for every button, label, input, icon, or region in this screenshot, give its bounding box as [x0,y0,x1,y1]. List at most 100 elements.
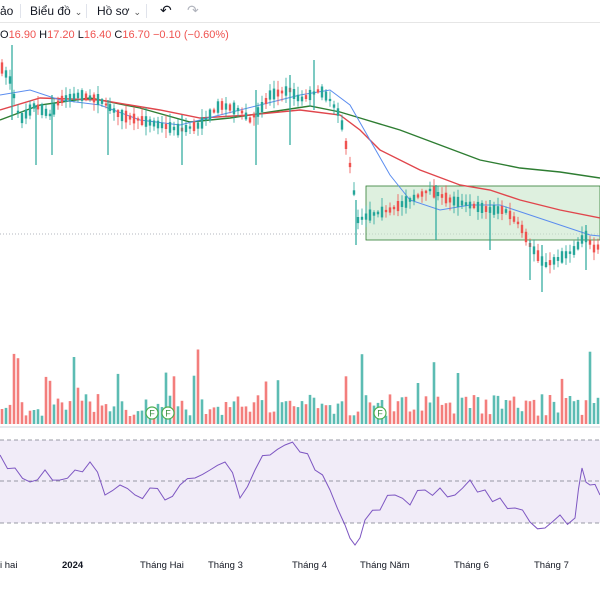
candle-body [224,103,228,110]
candle-body [56,100,60,106]
candle-body [44,108,48,116]
toolbar-first-item[interactable]: ảo [0,4,14,18]
candle-body [36,104,40,110]
volume-bar [384,415,388,424]
candle-body [516,221,520,225]
candle-body [128,115,132,120]
candle-body [476,201,480,212]
candle-body [424,190,428,194]
volume-bar [224,402,228,424]
dividend-marker-label: F [165,409,171,419]
volume-bar [564,398,568,424]
candle-body [284,86,288,96]
candle-body [572,246,576,255]
volume-bar [112,406,116,424]
volume-bar [92,411,96,424]
candle-body [252,114,256,118]
x-axis-tick-label: Tháng Hai [140,560,184,571]
candle-body [172,126,176,131]
candle-body [408,198,412,202]
candle-body [108,104,112,111]
candle-body [272,88,276,100]
volume-bar [184,409,188,424]
candle-body [344,140,348,149]
candle-body [116,110,120,117]
volume-bar [460,397,464,424]
candle-body [24,109,28,119]
volume-bar [416,383,420,424]
candle-body [536,250,540,261]
candle-body [504,209,508,213]
volume-bar [352,415,356,424]
profile-menu-button[interactable]: Hồ sơ ⌄ [97,3,141,19]
candle-body [412,194,416,202]
volume-bar [320,403,324,424]
candle-body [324,91,328,101]
candle-body [136,118,140,121]
candle-body [152,120,156,127]
volume-bar [16,358,20,424]
chart-menu-button[interactable]: Biểu đồ ⌄ [30,3,82,19]
candle-body [160,122,164,129]
candle-body [352,190,356,195]
volume-bar [360,354,364,424]
candle-body [232,102,236,115]
volume-bar [544,415,548,424]
candle-body [428,188,432,192]
volume-bar [572,401,576,424]
candle-body [372,212,376,216]
candle-body [332,104,336,108]
candle-body [588,240,592,245]
volume-bar [448,402,452,424]
toolbar-divider [86,4,87,18]
volume-bar [104,404,108,424]
redo-icon[interactable]: ↷ [187,2,199,18]
volume-bar [496,395,500,424]
candle-body [76,92,80,99]
candle-body [452,196,456,206]
volume-bar [240,406,244,424]
candle-body [544,262,548,267]
volume-bar [200,399,204,424]
volume-bar [364,395,368,424]
candle-body [400,201,404,207]
candle-body [432,186,436,198]
volume-bar [440,404,444,424]
candle-body [100,99,104,104]
candle-body [500,206,504,214]
candle-body [380,206,384,218]
volume-bar [512,396,516,424]
candle-body [164,123,168,129]
volume-bar [540,394,544,424]
dividend-marker [161,406,175,420]
candle-body [520,224,524,234]
toolbar-divider [146,4,147,18]
volume-bar [576,399,580,424]
candle-body [48,113,52,117]
x-axis-tick-label: 2024 [62,560,84,571]
dividend-marker [373,406,387,420]
candle-body [348,162,352,168]
change-value: −0.10 (−0.60%) [152,29,229,41]
candle-body [360,216,364,220]
volume-bar [520,411,524,424]
volume-bar [64,409,68,424]
volume-bar [468,408,472,424]
volume-bar [408,411,412,424]
volume-bar [292,406,296,424]
volume-bar [44,376,48,424]
candle-body [320,86,324,98]
volume-bar [136,411,140,424]
candle-body [368,209,372,221]
volume-bar [20,402,24,424]
volume-bar [264,381,268,424]
candle-body [576,241,580,250]
undo-icon[interactable]: ↶ [160,2,172,18]
volume-bar [504,400,508,424]
volume-bar [252,402,256,424]
volume-bar [464,396,468,424]
volume-bar [500,408,504,424]
volume-bar [100,405,104,424]
volume-bar [560,378,564,424]
